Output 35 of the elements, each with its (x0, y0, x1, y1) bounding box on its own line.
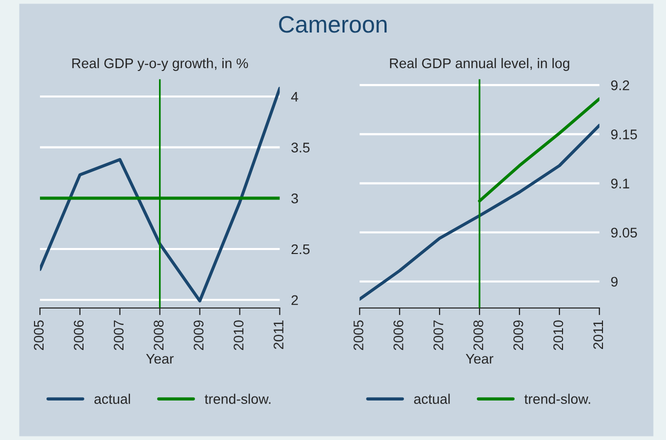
y-tick-label: 9 (611, 276, 618, 287)
y-tick-label: 2.5 (292, 244, 310, 254)
y-tick-label: 9.05 (611, 228, 637, 238)
chart-title: Real GDP annual level, in log (390, 58, 570, 71)
x-tick-label: 2009 (513, 320, 524, 350)
y-tick-label: 9.1 (611, 178, 630, 188)
y-tick-label: 3.5 (291, 142, 310, 152)
x-axis-title: Year (466, 354, 494, 364)
x-tick-label: 2008 (473, 320, 484, 350)
line-series (360, 124, 600, 301)
chart-title: Real GDP y-o-y growth, in % (72, 58, 248, 71)
x-tick-label: 2007 (114, 320, 124, 350)
x-tick-label: 2010 (553, 320, 564, 350)
line-series (40, 86, 280, 302)
x-axis-title: Year (146, 354, 174, 364)
y-tick-label: 2 (292, 295, 298, 305)
legend-label: actual (414, 394, 450, 404)
x-tick-label: 2006 (74, 320, 84, 350)
x-tick-label: 2011 (274, 320, 284, 349)
x-tick-label: 2007 (433, 320, 444, 350)
x-tick-label: 2009 (194, 320, 204, 350)
x-tick-label: 2005 (34, 320, 44, 350)
x-tick-label: 2006 (393, 320, 404, 350)
legend-label: actual (94, 394, 130, 404)
y-tick-label: 3 (291, 194, 298, 204)
legend-label: trend-slow. (524, 394, 590, 404)
y-tick-label: 4 (291, 92, 298, 102)
text: Cameroon (279, 16, 387, 33)
x-tick-label: 2008 (154, 320, 164, 350)
x-tick-label: 2010 (234, 320, 244, 350)
x-tick-label: 2005 (354, 320, 364, 350)
legend-label: trend-slow. (204, 394, 270, 404)
x-tick-label: 2011 (593, 320, 604, 349)
y-tick-label: 9.15 (611, 130, 637, 140)
y-tick-label: 9.2 (611, 80, 630, 90)
